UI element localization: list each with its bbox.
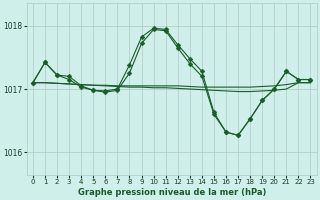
X-axis label: Graphe pression niveau de la mer (hPa): Graphe pression niveau de la mer (hPa) [77,188,266,197]
